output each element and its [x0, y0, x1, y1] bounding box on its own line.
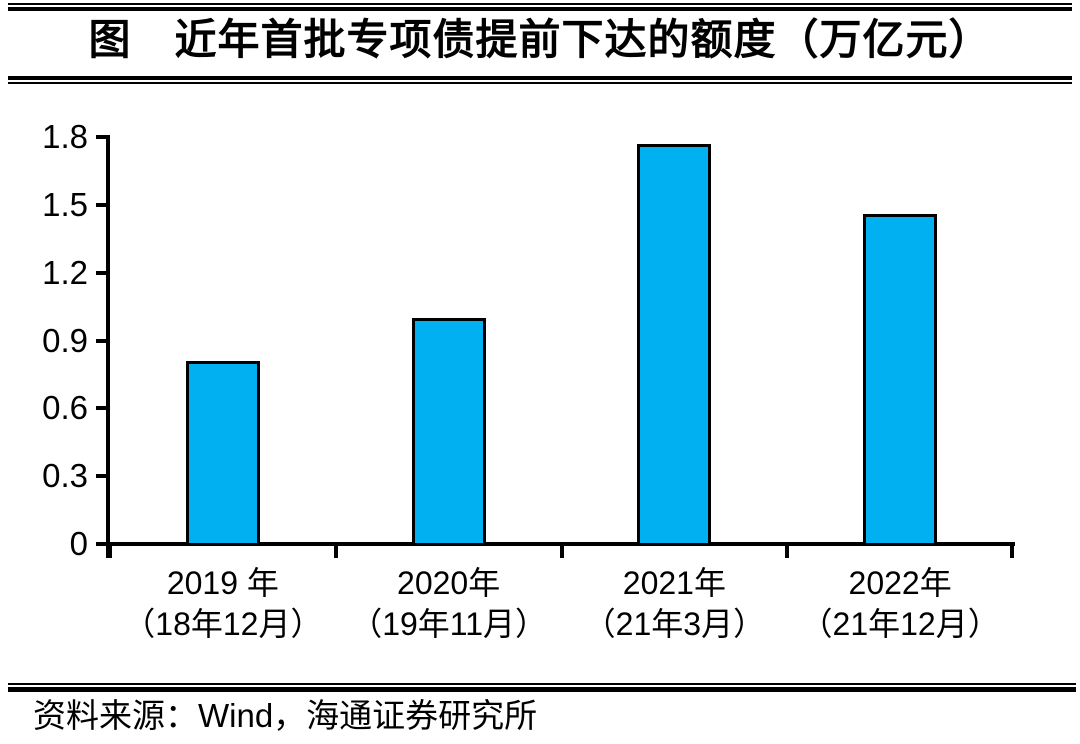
figure-title: 图 近年首批专项债提前下达的额度（万亿元）: [88, 15, 992, 64]
y-tick: [96, 338, 108, 343]
x-tick: [333, 546, 338, 558]
x-category-label: 2019 年 （18年12月）: [110, 563, 336, 645]
y-tick-label: 0.3: [42, 457, 88, 495]
x-category-label: 2022年 （21年12月）: [787, 563, 1013, 645]
y-tick-label: 1.2: [42, 253, 88, 291]
x-category-label: 2020年 （19年11月）: [336, 563, 562, 645]
x-category-note: （19年11月）: [350, 606, 548, 642]
x-category-note: （21年3月）: [583, 606, 766, 642]
x-tick: [1010, 546, 1014, 558]
y-tick-label: 1.8: [42, 118, 88, 155]
y-tick-label: 0: [69, 525, 88, 562]
bar-2021: [637, 143, 712, 546]
x-category-note: （21年12月）: [800, 606, 1000, 642]
y-tick-label: 1.5: [42, 185, 88, 223]
x-category-year: 2019 年: [166, 565, 279, 601]
y-tick-label: 0.6: [42, 389, 88, 427]
y-tick: [96, 135, 108, 139]
y-tick: [96, 474, 108, 479]
y-tick: [96, 270, 108, 275]
title-rule-thin: [8, 82, 1072, 84]
x-category-year: 2020年: [397, 565, 501, 601]
y-tick-label: 0.9: [42, 321, 88, 359]
bottom-rule-thin: [8, 683, 1076, 685]
x-category-note: （18年12月）: [123, 606, 323, 642]
y-tick: [96, 202, 108, 207]
x-category-year: 2022年: [848, 565, 952, 601]
title-rule-thick: [8, 76, 1072, 80]
x-category-year: 2021年: [622, 565, 726, 601]
x-axis-line: [96, 542, 1015, 546]
bar-2019: [185, 360, 260, 546]
bottom-rule-thick: [8, 687, 1076, 692]
top-rule-thick: [8, 7, 1072, 11]
y-tick: [96, 406, 108, 411]
x-category-label: 2021年 （21年3月）: [562, 563, 788, 645]
bar-2020: [411, 317, 486, 546]
top-rule-thin: [8, 3, 1072, 5]
x-tick: [559, 546, 564, 558]
x-tick: [108, 546, 112, 558]
y-axis-line: [106, 135, 110, 558]
source-note: 资料来源：Wind，海通证券研究所: [33, 697, 538, 734]
bar-2022: [863, 213, 938, 546]
y-tick: [96, 542, 108, 546]
x-tick: [785, 546, 790, 558]
